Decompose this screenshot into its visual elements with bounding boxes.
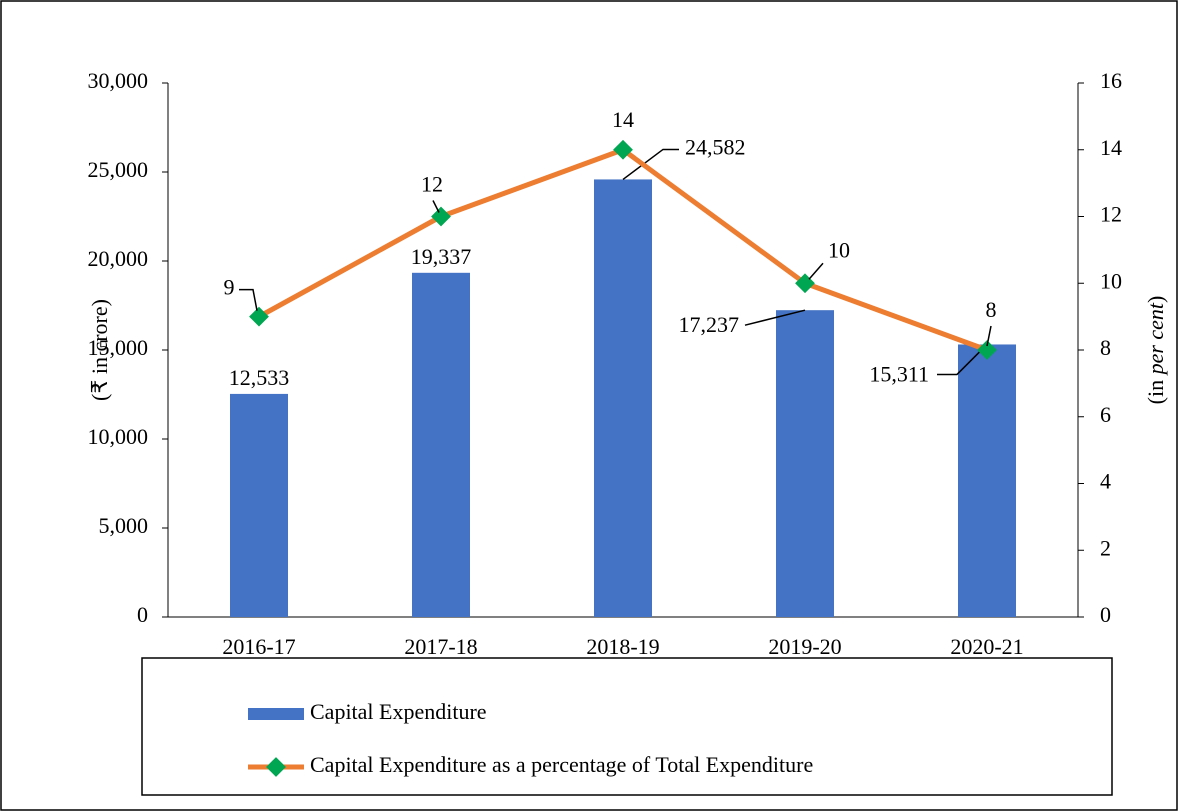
leader-line	[937, 343, 988, 376]
y2-tick-label: 4	[1100, 469, 1111, 494]
y2-axis-label-part: per cent	[1143, 302, 1168, 376]
line-marker	[431, 206, 451, 227]
y-tick-label: 0	[137, 602, 148, 627]
leader-line	[986, 325, 992, 347]
y2-tick-label: 6	[1100, 402, 1111, 427]
y-tick-label: 25,000	[88, 157, 149, 182]
bar-value-label: 12,533	[229, 365, 290, 390]
y-tick-label: 30,000	[88, 68, 149, 93]
line-value-label: 10	[828, 237, 850, 262]
leader-line	[239, 288, 258, 311]
legend-label: Capital Expenditure	[310, 699, 487, 724]
bar	[958, 344, 1016, 617]
line-value-label: 9	[224, 275, 235, 300]
line-value-label: 12	[421, 172, 443, 197]
bar	[776, 310, 834, 617]
bar	[230, 393, 288, 617]
x-tick-label: 2017-18	[404, 634, 477, 659]
bar	[594, 179, 652, 617]
bar-value-label: 24,582	[685, 134, 746, 159]
leader-line	[432, 200, 440, 213]
y-axis-label: (₹ in crore)	[87, 299, 112, 401]
y-tick-label: 10,000	[88, 424, 149, 449]
y2-tick-label: 10	[1100, 268, 1122, 293]
y-tick-label: 15,000	[88, 335, 149, 360]
line-marker	[977, 340, 997, 360]
y2-tick-label: 12	[1100, 202, 1122, 227]
legend-swatch	[248, 708, 304, 720]
x-tick-label: 2019-20	[768, 634, 841, 659]
y2-tick-label: 2	[1100, 535, 1111, 560]
line-value-label: 8	[986, 297, 997, 322]
bar-value-label: 15,311	[869, 362, 929, 387]
line-marker	[249, 306, 269, 327]
y2-tick-label: 8	[1100, 335, 1111, 360]
y-tick-label: 5,000	[99, 513, 149, 538]
legend-label: Capital Expenditure as a percentage of T…	[310, 752, 813, 777]
bar-value-label: 17,237	[679, 312, 740, 337]
y2-tick-label: 14	[1100, 135, 1122, 160]
y2-axis-label-part: )	[1143, 296, 1168, 303]
leader-line	[622, 148, 679, 181]
leader-line	[808, 262, 824, 280]
y-tick-label: 20,000	[88, 246, 149, 271]
x-tick-label: 2020-21	[950, 634, 1023, 659]
x-tick-label: 2018-19	[586, 634, 659, 659]
bar-value-label: 19,337	[411, 244, 472, 269]
x-tick-label: 2016-17	[222, 634, 295, 659]
y2-tick-label: 0	[1100, 602, 1111, 627]
y2-axis-label: (in per cent)	[1143, 296, 1168, 405]
legend-marker	[266, 757, 286, 777]
bar	[412, 272, 470, 617]
y2-tick-label: 16	[1100, 68, 1122, 93]
legend-box	[141, 657, 1113, 796]
leader-line	[744, 309, 806, 326]
line-value-label: 14	[612, 107, 634, 132]
y2-axis-label-part: (in	[1143, 374, 1168, 404]
